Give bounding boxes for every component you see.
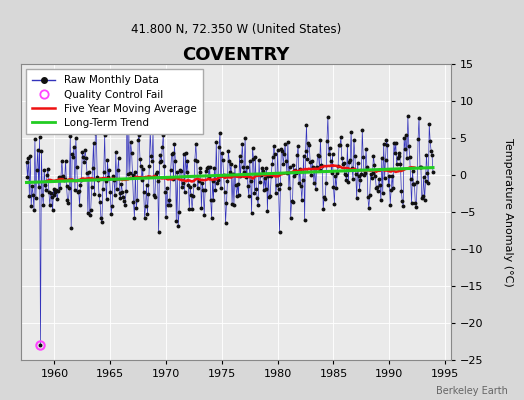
Title: COVENTRY: COVENTRY — [182, 46, 289, 64]
Text: Berkeley Earth: Berkeley Earth — [436, 386, 508, 396]
Y-axis label: Temperature Anomaly (°C): Temperature Anomaly (°C) — [503, 138, 512, 286]
Legend: Raw Monthly Data, Quality Control Fail, Five Year Moving Average, Long-Term Tren: Raw Monthly Data, Quality Control Fail, … — [26, 69, 203, 134]
Text: 41.800 N, 72.350 W (United States): 41.800 N, 72.350 W (United States) — [130, 23, 341, 36]
